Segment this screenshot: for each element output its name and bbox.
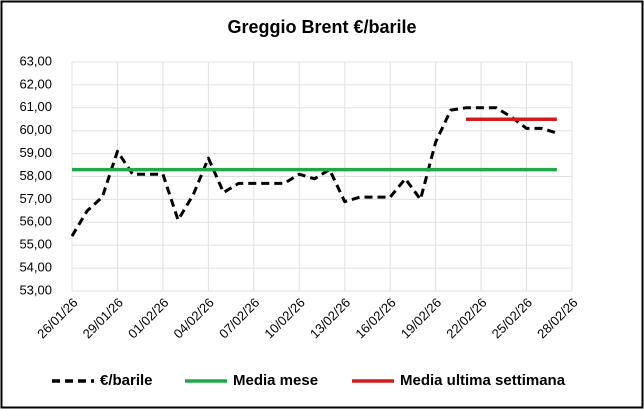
- y-tick-label: 54,00: [19, 260, 52, 275]
- legend-label: Media ultima settimana: [400, 372, 566, 389]
- chart-title: Greggio Brent €/barile: [227, 17, 416, 37]
- y-tick-label: 57,00: [19, 191, 52, 206]
- y-tick-label: 63,00: [19, 53, 52, 68]
- legend-label: €/barile: [100, 372, 153, 389]
- y-tick-label: 62,00: [19, 76, 52, 91]
- y-tick-label: 56,00: [19, 214, 52, 229]
- y-tick-label: 58,00: [19, 168, 52, 183]
- y-tick-label: 53,00: [19, 282, 52, 297]
- data-line: [70, 106, 558, 237]
- y-tick-label: 55,00: [19, 237, 52, 252]
- y-tick-label: 61,00: [19, 99, 52, 114]
- legend-label: Media mese: [233, 372, 318, 389]
- y-tick-label: 59,00: [19, 145, 52, 160]
- y-tick-label: 60,00: [19, 122, 52, 137]
